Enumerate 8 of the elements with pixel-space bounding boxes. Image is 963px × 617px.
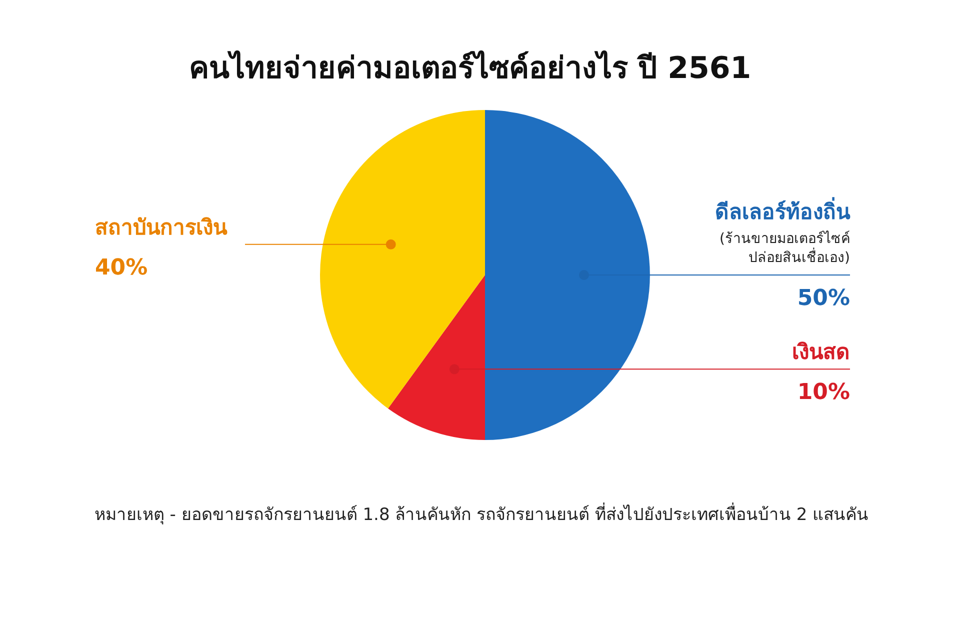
chart-title: คนไทยจ่ายค่ามอเตอร์ไซค์อย่างไร ปี 2561 [188,50,752,86]
slice-label: ดีลเลอร์ท้องถิ่น [715,196,851,224]
data-label: 50% [797,286,850,311]
data-label: 10% [797,380,850,406]
slice-label: สถาบันการเงิน [95,215,228,240]
data-label: 40% [95,255,148,280]
text: หมายเหตุ - ยอดขายรถจักรยานยนต์ 1.8 ล้านคันหัก รถจักรยานยนต์ ที่ส่งไปยังประเทศเพื่อนบ้าน 2 แสนคัน [94,502,869,525]
slice-label: เงินสด [792,340,850,364]
